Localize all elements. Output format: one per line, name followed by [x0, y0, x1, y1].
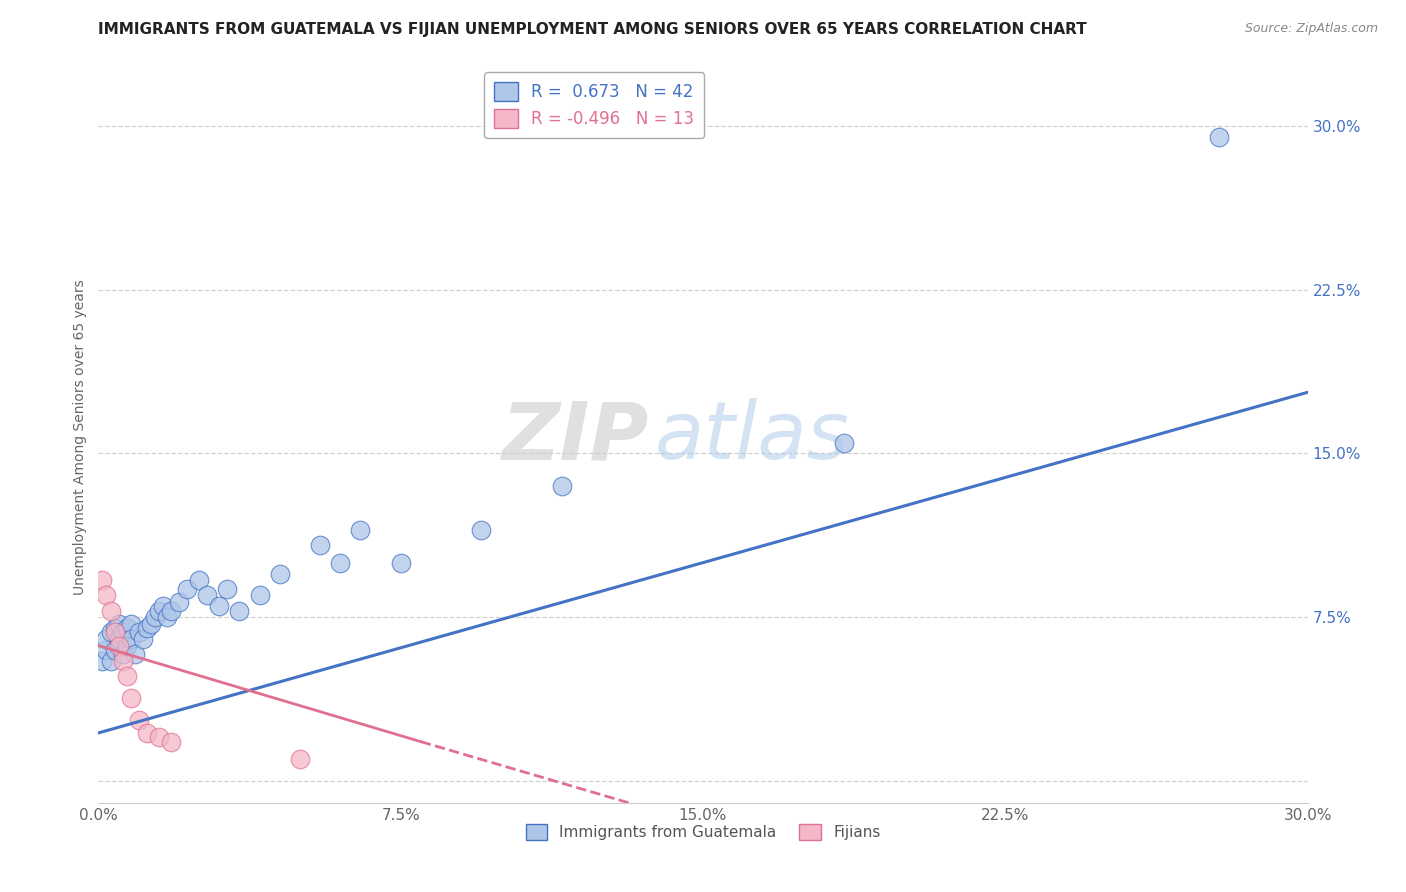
Point	[167, 595, 190, 609]
Point	[139, 616, 162, 631]
Point	[228, 604, 250, 618]
Point	[160, 604, 183, 618]
Point	[208, 599, 231, 614]
Text: IMMIGRANTS FROM GUATEMALA VS FIJIAN UNEMPLOYMENT AMONG SENIORS OVER 65 YEARS COR: IMMIGRANTS FROM GUATEMALA VS FIJIAN UNEM…	[98, 22, 1087, 37]
Point	[1208, 129, 1230, 144]
Point	[103, 625, 125, 640]
Point	[188, 573, 211, 587]
Point	[832, 435, 855, 450]
Point	[103, 643, 125, 657]
Point	[111, 654, 134, 668]
Point	[349, 523, 371, 537]
Text: Source: ZipAtlas.com: Source: ZipAtlas.com	[1244, 22, 1378, 36]
Point	[195, 588, 218, 602]
Text: ZIP: ZIP	[501, 398, 648, 476]
Point	[135, 726, 157, 740]
Text: atlas: atlas	[655, 398, 849, 476]
Point	[107, 616, 129, 631]
Point	[470, 523, 492, 537]
Point	[107, 632, 129, 646]
Point	[96, 632, 118, 646]
Point	[115, 639, 138, 653]
Point	[100, 604, 122, 618]
Legend: Immigrants from Guatemala, Fijians: Immigrants from Guatemala, Fijians	[519, 817, 887, 847]
Point	[128, 625, 150, 640]
Point	[103, 621, 125, 635]
Point	[111, 648, 134, 662]
Point	[156, 610, 179, 624]
Point	[551, 479, 574, 493]
Point	[107, 639, 129, 653]
Point	[176, 582, 198, 596]
Point	[120, 691, 142, 706]
Point	[152, 599, 174, 614]
Point	[100, 654, 122, 668]
Point	[389, 556, 412, 570]
Point	[269, 566, 291, 581]
Y-axis label: Unemployment Among Seniors over 65 years: Unemployment Among Seniors over 65 years	[73, 279, 87, 595]
Point	[128, 713, 150, 727]
Point	[143, 610, 166, 624]
Point	[115, 621, 138, 635]
Point	[124, 648, 146, 662]
Point	[111, 625, 134, 640]
Point	[120, 632, 142, 646]
Point	[217, 582, 239, 596]
Point	[309, 538, 332, 552]
Point	[249, 588, 271, 602]
Point	[120, 616, 142, 631]
Point	[148, 731, 170, 745]
Point	[91, 654, 114, 668]
Point	[288, 752, 311, 766]
Point	[100, 625, 122, 640]
Point	[96, 643, 118, 657]
Point	[91, 573, 114, 587]
Point	[115, 669, 138, 683]
Point	[329, 556, 352, 570]
Point	[96, 588, 118, 602]
Point	[160, 734, 183, 748]
Point	[148, 604, 170, 618]
Point	[132, 632, 155, 646]
Point	[135, 621, 157, 635]
